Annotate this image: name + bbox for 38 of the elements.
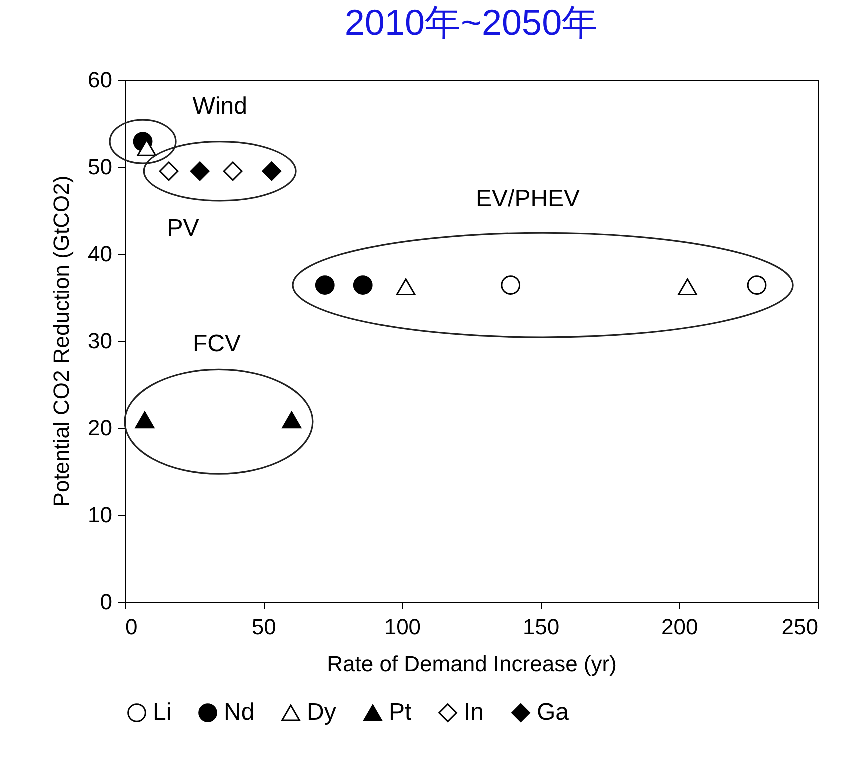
x-tick-label: 250 [782, 614, 818, 640]
y-tick-label: 60 [88, 68, 112, 92]
point [262, 162, 282, 182]
y-tick-label: 20 [88, 416, 112, 440]
point [315, 276, 335, 295]
point [396, 278, 416, 296]
legend-label: Dy [307, 699, 336, 726]
legend-label: In [464, 699, 484, 726]
x-tick-label: 200 [662, 614, 698, 640]
point [747, 276, 767, 295]
legend-label: Nd [224, 699, 255, 726]
x-axis-title: Rate of Demand Increase (yr) [327, 652, 617, 676]
chart-title: 2010年~2050年 [344, 2, 598, 43]
annotation: FCV [193, 330, 242, 358]
x-tick-label: 150 [522, 614, 560, 640]
annotation: Wind [192, 93, 248, 120]
y-tick-label: 40 [88, 242, 112, 266]
y-tick-label: 10 [88, 502, 112, 528]
point [135, 412, 155, 429]
point [190, 162, 210, 182]
legend-label: Pt [389, 699, 412, 726]
point [501, 276, 521, 295]
x-tick-label: 100 [384, 614, 422, 640]
y-tick-label: 50 [88, 154, 112, 180]
point [678, 278, 698, 296]
x-tick-label: 0 [126, 614, 138, 640]
y-tick-label: 30 [88, 328, 112, 354]
x-tick-label: 50 [252, 614, 276, 640]
annotation: PV [167, 214, 200, 242]
point [159, 162, 179, 182]
point [223, 162, 243, 182]
y-tick-label: 0 [100, 590, 112, 614]
point [353, 276, 373, 295]
legend-label: Ga [537, 699, 570, 726]
y-axis-title: Potential CO2 Reduction (GtCO2) [49, 176, 74, 508]
legend-label: Li [153, 699, 172, 726]
point [282, 412, 302, 429]
annotation: EV/PHEV [476, 185, 580, 212]
